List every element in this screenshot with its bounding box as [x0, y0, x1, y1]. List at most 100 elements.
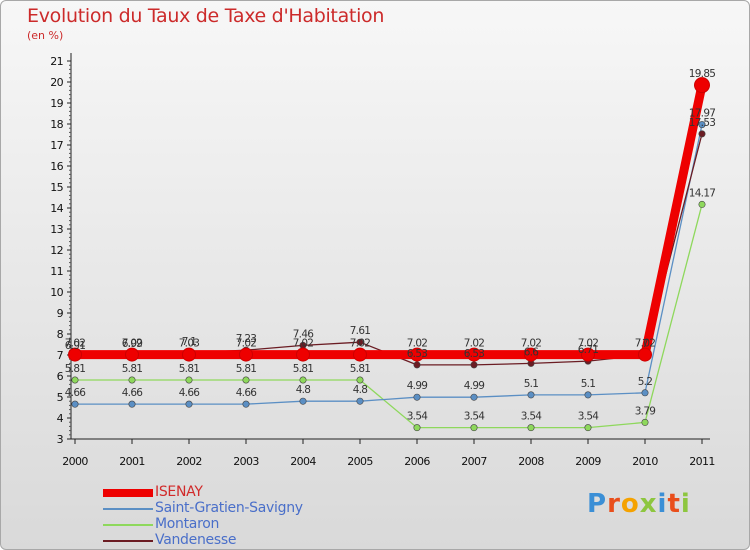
data-label: 3.54	[464, 411, 486, 423]
y-tick-label: 18	[50, 118, 63, 131]
data-point	[413, 361, 421, 369]
data-point	[353, 347, 367, 362]
data-label: 7.02	[635, 338, 656, 350]
data-point	[299, 376, 307, 384]
data-label: 7.1	[182, 336, 197, 348]
data-point	[470, 393, 478, 401]
legend-label-montaron: Montaron	[155, 516, 220, 532]
series-line-saint-gratien-savigny	[74, 123, 703, 405]
y-tick-label: 14	[50, 202, 63, 215]
y-tick-label: 4	[57, 412, 64, 425]
x-tick-label: 2003	[233, 455, 259, 468]
data-label: 7.23	[236, 333, 257, 345]
brand-letter: i	[657, 489, 668, 519]
data-label: 4.66	[236, 387, 258, 399]
x-tick-label: 2001	[119, 455, 145, 468]
data-point	[524, 347, 538, 362]
data-point	[296, 347, 310, 362]
data-label: 4.8	[296, 384, 311, 396]
data-label: 5.1	[581, 378, 596, 390]
data-point	[299, 397, 307, 405]
data-label: 5.81	[350, 363, 371, 375]
series-line-isenay	[70, 80, 707, 360]
data-point	[239, 347, 253, 362]
y-tick-label: 12	[50, 244, 63, 257]
y-tick-label: 15	[50, 181, 63, 194]
x-tick-label: 2002	[176, 455, 202, 468]
data-point	[185, 400, 193, 408]
data-label: 3.54	[521, 411, 543, 423]
brand-letter: P	[587, 489, 608, 519]
data-label: 6.71	[578, 344, 599, 356]
x-tick-label: 2000	[62, 455, 88, 468]
data-label: 7.02	[464, 338, 485, 350]
data-label: 5.1	[524, 378, 539, 390]
data-label: 4.66	[179, 387, 201, 399]
data-label: 6.99	[122, 338, 143, 350]
data-point	[698, 200, 706, 208]
data-label: 7.02	[65, 338, 86, 350]
data-label: 7.61	[350, 325, 371, 337]
x-tick-label: 2005	[347, 455, 373, 468]
data-point	[413, 393, 421, 401]
y-tick-label: 19	[50, 97, 63, 110]
brand-letter: t	[667, 489, 681, 519]
legend-label-isenay: ISENAY	[155, 484, 203, 500]
data-label: 5.81	[65, 363, 86, 375]
legend-swatch-vandenesse	[103, 540, 153, 542]
data-label: 5.81	[179, 363, 200, 375]
data-point	[527, 424, 535, 432]
data-point	[581, 347, 595, 362]
y-tick-label: 20	[50, 76, 63, 89]
data-point	[71, 376, 79, 384]
data-point	[71, 400, 79, 408]
y-tick-label: 3	[57, 433, 64, 446]
x-tick-label: 2007	[461, 455, 487, 468]
data-label: 4.8	[353, 384, 368, 396]
y-tick-label: 8	[57, 328, 64, 341]
data-label: 4.99	[464, 380, 485, 392]
data-point	[527, 391, 535, 399]
data-point	[182, 347, 196, 362]
data-point	[467, 347, 481, 362]
data-label: 4.66	[122, 387, 144, 399]
data-point	[356, 338, 364, 346]
data-point	[242, 400, 250, 408]
data-label: 5.2	[638, 376, 653, 388]
data-point	[410, 347, 424, 362]
data-label: 7.02	[521, 338, 542, 350]
x-tick-label: 2009	[575, 455, 601, 468]
chart-title: Evolution du Taux de Taxe d'Habitation	[27, 5, 385, 27]
y-tick-label: 6	[57, 370, 64, 383]
data-point	[698, 121, 706, 129]
data-label: 14.17	[689, 187, 716, 199]
data-label: 5.81	[122, 363, 143, 375]
data-label: 7	[642, 338, 648, 350]
data-point	[413, 424, 421, 432]
x-tick-label: 2008	[518, 455, 544, 468]
data-label: 6.6	[524, 346, 540, 358]
data-point	[185, 376, 193, 384]
data-point	[584, 391, 592, 399]
data-label: 3.79	[635, 405, 656, 417]
legend-swatch-saint-gratien-savigny	[103, 508, 153, 510]
data-point	[128, 376, 136, 384]
data-point	[68, 347, 82, 362]
data-label: 17.53	[689, 117, 716, 129]
data-point	[641, 389, 649, 397]
legend-label-vandenesse: Vandenesse	[155, 532, 237, 548]
data-label: 3.54	[578, 411, 600, 423]
y-tick-label: 9	[57, 307, 64, 320]
data-point	[584, 424, 592, 432]
data-label: 17.97	[689, 108, 716, 120]
y-tick-label: 17	[50, 139, 63, 152]
data-point	[128, 400, 136, 408]
brand-letter: o	[620, 489, 640, 519]
data-label: 5.81	[236, 363, 257, 375]
brand-letter: r	[607, 489, 621, 519]
data-label: 6.53	[407, 348, 428, 360]
unit-label: (en %)	[27, 29, 64, 42]
brand-letter: i	[680, 489, 691, 519]
data-point	[470, 361, 478, 369]
